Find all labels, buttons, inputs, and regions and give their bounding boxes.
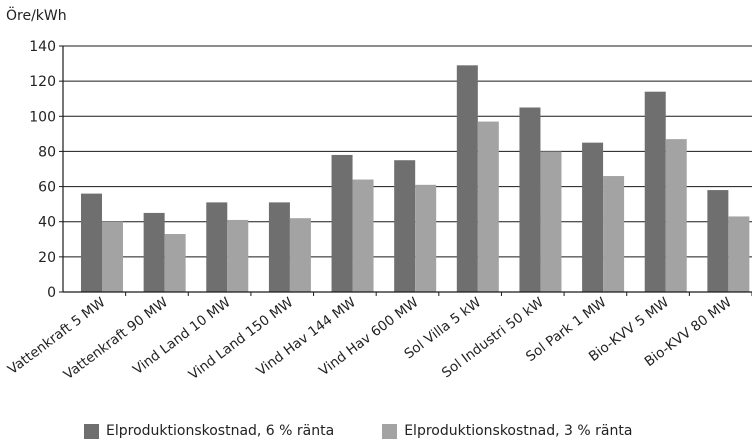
legend-item-series-2: Elproduktionskostnad, 3 % ränta [382, 423, 632, 439]
bar-series-1-5 [394, 160, 416, 292]
bar-series-2-8 [603, 176, 625, 292]
legend-label-series-1: Elproduktionskostnad, 6 % ränta [106, 423, 335, 439]
bar-series-1-4 [331, 154, 353, 292]
bar-series-2-1 [164, 234, 186, 292]
y-tick-labels: 0 20 40 60 80 100 120 140 [29, 39, 56, 301]
x-tick-label-1: Vattenkraft 90 MW [61, 294, 171, 383]
bar-series-1-3 [268, 202, 290, 292]
bar-series-1-7 [519, 107, 541, 292]
bar-series-2-4 [352, 179, 374, 292]
bar-series-1-6 [456, 65, 478, 292]
y-tick-label-60: 60 [38, 180, 56, 196]
bar-series-2-9 [665, 139, 687, 292]
bar-series-2-10 [728, 216, 750, 292]
y-tick-label-80: 80 [38, 144, 56, 160]
y-tick-label-140: 140 [29, 39, 56, 55]
bar-series-2-0 [102, 221, 123, 292]
legend-swatch-series-1 [84, 423, 99, 439]
y-tick-label-100: 100 [29, 109, 56, 125]
x-tick-label-3: Vind Land 150 MW [186, 294, 297, 383]
bar-series-2-7 [540, 151, 562, 292]
legend-label-series-2: Elproduktionskostnad, 3 % ränta [404, 423, 633, 439]
y-tick-label-120: 120 [29, 74, 56, 90]
bar-series-1-10 [707, 190, 729, 292]
bar-series-1-2 [206, 202, 228, 292]
bar-series-1-8 [582, 142, 604, 292]
bars [81, 65, 750, 292]
y-tick-label-40: 40 [38, 215, 56, 231]
y-tick-label-20: 20 [38, 250, 56, 266]
bar-series-1-0 [81, 193, 102, 292]
axes [59, 45, 752, 296]
bar-series-2-2 [227, 219, 249, 292]
bar-series-2-3 [289, 218, 311, 292]
x-tick-label-7: Sol Industri 50 kW [439, 294, 547, 381]
legend-swatch-series-2 [382, 423, 398, 439]
bar-series-1-1 [143, 212, 165, 292]
legend: Elproduktionskostnad, 6 % ränta Elproduk… [84, 423, 680, 439]
bar-series-1-9 [644, 91, 666, 292]
bar-series-2-6 [477, 121, 499, 292]
legend-item-series-1: Elproduktionskostnad, 6 % ränta [84, 423, 334, 439]
y-axis-label: Öre/kWh [6, 8, 67, 24]
bar-series-2-5 [415, 184, 437, 292]
y-tick-label-0: 0 [47, 285, 56, 301]
